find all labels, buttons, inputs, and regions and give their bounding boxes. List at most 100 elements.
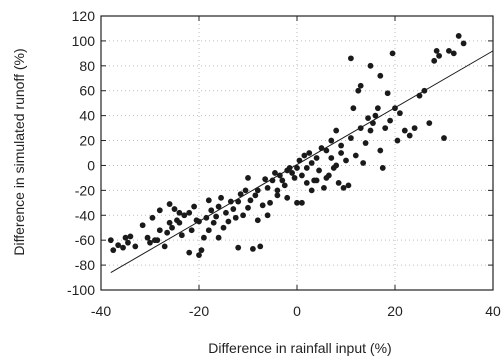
data-point (350, 105, 357, 112)
data-point (186, 249, 193, 256)
data-point (372, 112, 379, 119)
data-point (154, 237, 161, 244)
data-point (188, 227, 195, 234)
y-tick-label: 20 (79, 133, 95, 149)
data-point (355, 87, 362, 94)
data-point (318, 145, 325, 151)
data-point (321, 184, 327, 191)
data-point (237, 191, 244, 198)
y-tick-label: 40 (79, 108, 95, 124)
data-point (296, 157, 303, 164)
data-point (374, 105, 381, 112)
data-point (205, 227, 212, 234)
data-point (245, 204, 251, 211)
data-point (352, 152, 359, 159)
data-point (365, 115, 371, 122)
data-point (455, 33, 462, 39)
data-point (122, 234, 129, 241)
data-point (169, 224, 175, 231)
data-point (357, 125, 364, 131)
data-point (272, 170, 278, 176)
data-point (267, 199, 273, 206)
data-point (276, 172, 283, 179)
data-point (218, 194, 224, 201)
data-point (377, 72, 384, 79)
data-point (242, 187, 249, 194)
data-point (450, 50, 457, 57)
data-point (377, 147, 384, 154)
data-point (306, 150, 313, 156)
data-point (313, 155, 320, 161)
tick-labels: -100 -80 -60 -40 -20 0 20 40 60 80 100 120 -40 -20 0 20… (67, 8, 501, 319)
data-point (166, 219, 173, 226)
data-point (301, 152, 308, 159)
data-point (389, 50, 396, 57)
x-tick-label: 40 (485, 303, 501, 319)
y-tick-label: 80 (79, 58, 95, 74)
data-point (345, 182, 352, 189)
data-point (156, 207, 163, 214)
x-tick-label: 20 (387, 303, 403, 319)
data-point (120, 244, 126, 251)
x-tick-label: 0 (293, 303, 301, 319)
data-point (446, 47, 452, 54)
data-point (203, 214, 210, 221)
data-point (264, 184, 271, 191)
data-point (147, 239, 153, 246)
data-point (299, 199, 305, 206)
data-point (313, 177, 320, 184)
data-point (262, 176, 269, 183)
data-point (227, 198, 234, 205)
data-point (348, 135, 354, 141)
data-point (178, 232, 185, 239)
data-point (333, 162, 340, 169)
data-point (392, 105, 398, 112)
data-point (215, 234, 222, 241)
data-point (274, 192, 281, 199)
x-tick-label: -20 (189, 303, 209, 319)
data-point (252, 192, 259, 199)
data-point (433, 47, 440, 54)
data-point (247, 197, 254, 204)
y-tick-label: 60 (79, 83, 95, 99)
data-point (338, 150, 344, 156)
data-point (460, 40, 467, 47)
data-point (291, 175, 298, 181)
data-point (110, 247, 117, 254)
data-point (431, 57, 438, 64)
data-point (107, 237, 114, 244)
data-point (323, 147, 330, 154)
data-point (421, 87, 428, 94)
data-point (379, 165, 386, 171)
data-point (220, 224, 227, 231)
data-point (176, 209, 183, 216)
y-axis-label: Difference in simulated runoff (%) (11, 48, 27, 255)
y-tick-label: -20 (75, 182, 95, 198)
data-point (223, 209, 229, 216)
data-point (284, 194, 291, 201)
data-point (201, 234, 207, 241)
data-point (166, 201, 173, 207)
axes (100, 15, 494, 291)
data-point (299, 172, 305, 179)
data-point (348, 55, 354, 62)
data-point (125, 239, 131, 246)
data-point (232, 214, 239, 221)
y-tick-label: 0 (87, 157, 95, 173)
data-point (357, 82, 364, 89)
y-tick-label: -60 (75, 232, 95, 248)
data-point (181, 212, 188, 219)
data-point (308, 187, 315, 194)
y-tick-label: -100 (67, 282, 95, 298)
data-point (132, 243, 139, 250)
data-points (107, 33, 467, 259)
data-point (225, 218, 232, 225)
data-point (323, 175, 330, 181)
data-point (382, 125, 389, 131)
data-point (235, 244, 242, 251)
data-point (208, 207, 215, 214)
data-point (370, 120, 376, 127)
data-point (411, 125, 418, 131)
data-point (139, 222, 146, 229)
